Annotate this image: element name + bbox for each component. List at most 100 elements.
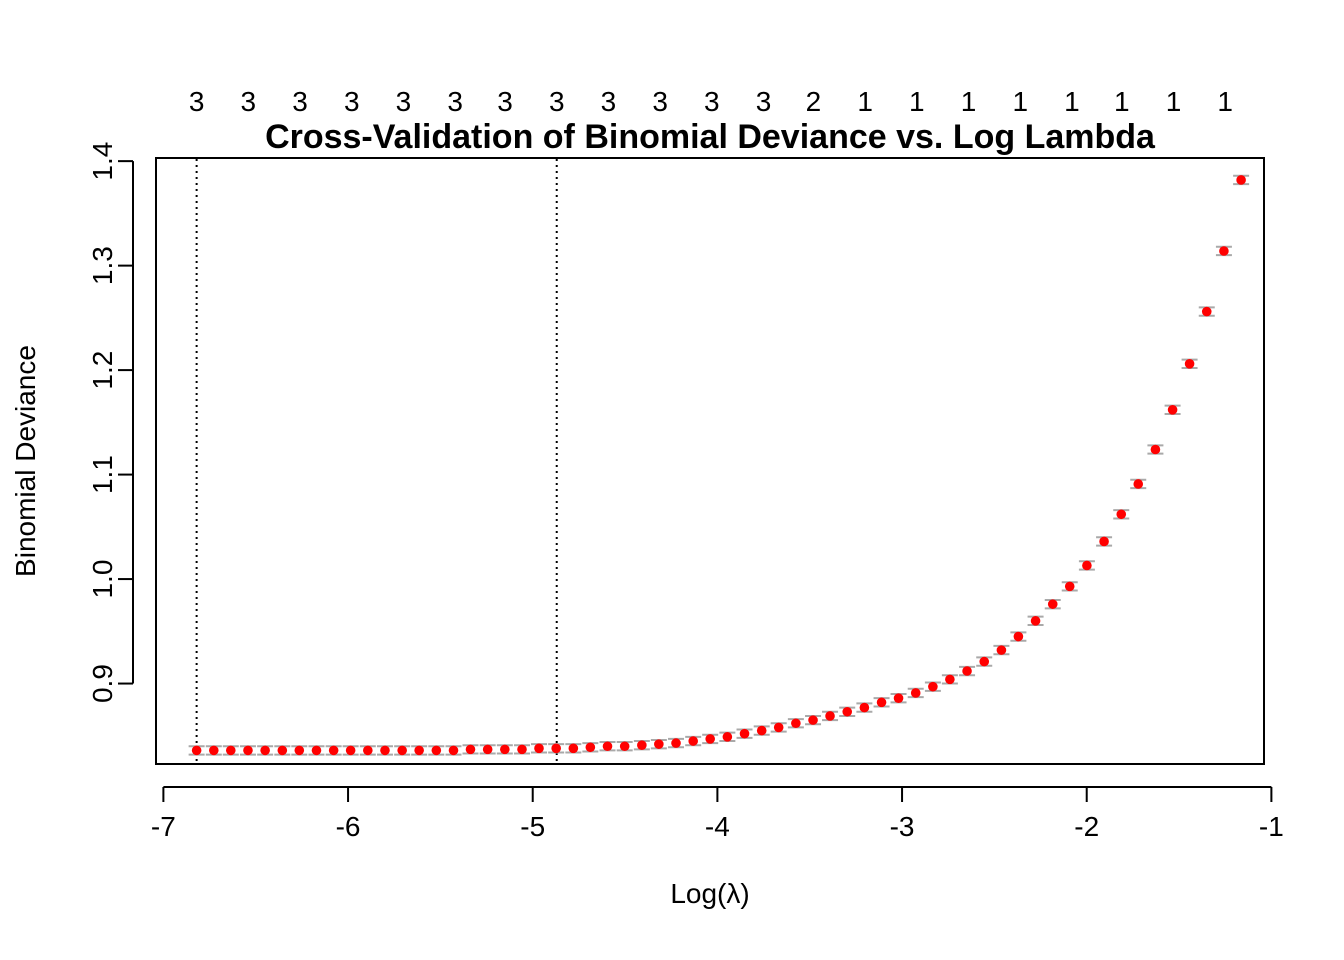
x-tick-label: -6 — [336, 811, 361, 842]
data-point — [808, 715, 818, 725]
data-point — [705, 734, 715, 744]
data-point — [1150, 444, 1161, 455]
data-point — [893, 693, 904, 703]
top-count-label: 3 — [344, 86, 360, 117]
y-tick-label: 1.0 — [87, 560, 118, 599]
data-point — [1116, 509, 1127, 520]
data-point — [260, 745, 270, 756]
data-point — [1184, 359, 1195, 369]
top-axis-nonzero-counts: 3 3 3 3 3 3 3 3 3 3 3 3 2 1 1 1 1 1 1 1 1 — [189, 86, 1233, 117]
data-point — [654, 739, 664, 749]
top-count-label: 1 — [1114, 86, 1130, 117]
x-tick-label: -3 — [890, 811, 915, 842]
x-tick-label: -4 — [705, 811, 730, 842]
top-count-label: 1 — [909, 86, 925, 117]
data-point — [1236, 175, 1246, 185]
top-count-label: 3 — [704, 86, 720, 117]
data-point — [1201, 306, 1212, 317]
top-count-label: 3 — [549, 86, 565, 117]
reference-lines — [195, 159, 558, 763]
y-tick-label: 0.9 — [87, 664, 118, 703]
x-tick-label: -7 — [151, 811, 176, 842]
top-count-label: 1 — [1064, 86, 1080, 117]
top-count-label: 3 — [497, 86, 513, 117]
data-point — [979, 656, 990, 667]
data-point — [500, 744, 510, 755]
data-point — [294, 745, 305, 756]
data-point — [910, 688, 921, 698]
data-points — [191, 175, 1246, 756]
top-count-label: 3 — [396, 86, 412, 117]
data-point — [637, 740, 647, 750]
data-point — [414, 745, 424, 756]
top-count-label: 3 — [601, 86, 617, 117]
chart-title: Cross-Validation of Binomial Deviance vs… — [265, 118, 1156, 156]
top-count-label: 3 — [292, 86, 308, 117]
top-count-label: 1 — [1166, 86, 1182, 117]
data-point — [209, 745, 219, 756]
data-point — [671, 738, 681, 748]
data-point — [756, 725, 767, 736]
top-count-label: 2 — [806, 86, 822, 117]
y-tick-label: 1.4 — [87, 142, 118, 181]
data-point — [328, 745, 339, 756]
data-point — [859, 702, 870, 713]
y-tick-label: 1.1 — [87, 455, 118, 494]
top-count-label: 3 — [756, 86, 772, 117]
data-point — [773, 722, 784, 733]
top-count-label: 1 — [1012, 86, 1028, 117]
y-axis: 0.9 1.0 1.1 1.2 1.3 1.4 — [87, 142, 134, 703]
data-point — [722, 732, 733, 742]
data-point — [243, 745, 253, 756]
top-count-label: 1 — [1217, 86, 1233, 117]
data-point — [1167, 405, 1178, 415]
data-point — [345, 745, 356, 756]
data-point — [277, 745, 288, 756]
data-point — [225, 745, 236, 756]
data-point — [996, 645, 1007, 655]
x-axis-label: Log(λ) — [670, 878, 749, 909]
data-point — [517, 744, 527, 755]
error-bars — [188, 174, 1250, 756]
data-point — [928, 681, 938, 692]
y-axis-label: Binomial Deviance — [10, 345, 41, 577]
top-count-label: 3 — [652, 86, 668, 117]
data-point — [534, 743, 544, 754]
data-point — [551, 743, 561, 754]
data-point — [380, 745, 390, 756]
data-point — [397, 745, 407, 756]
data-point — [585, 742, 596, 753]
data-point — [1013, 631, 1024, 642]
data-point — [739, 728, 750, 739]
data-point — [363, 745, 373, 756]
x-axis: -7 -6 -5 -4 -3 -2 -1 — [151, 786, 1284, 842]
data-point — [602, 741, 613, 752]
x-tick-label: -5 — [520, 811, 545, 842]
x-tick-label: -2 — [1074, 811, 1099, 842]
data-point — [191, 745, 202, 756]
data-point — [1133, 479, 1144, 489]
data-point — [1047, 599, 1058, 609]
data-point — [1064, 581, 1075, 592]
plot-frame — [155, 157, 1265, 765]
data-point — [465, 744, 476, 755]
y-tick-label: 1.3 — [87, 246, 118, 285]
y-tick-label: 1.2 — [87, 351, 118, 390]
data-point — [1082, 560, 1092, 571]
data-point — [688, 736, 698, 746]
data-point — [876, 697, 887, 708]
top-count-label: 3 — [241, 86, 257, 117]
data-point — [825, 711, 835, 721]
top-count-label: 3 — [447, 86, 463, 117]
data-point — [842, 706, 853, 717]
data-point — [568, 743, 579, 754]
top-count-label: 3 — [189, 86, 205, 117]
data-point — [962, 666, 972, 676]
data-point — [431, 745, 442, 756]
data-point — [1099, 536, 1109, 547]
data-point — [619, 741, 630, 752]
x-tick-label: -1 — [1259, 811, 1284, 842]
data-point — [1030, 616, 1041, 626]
top-count-label: 1 — [961, 86, 977, 117]
